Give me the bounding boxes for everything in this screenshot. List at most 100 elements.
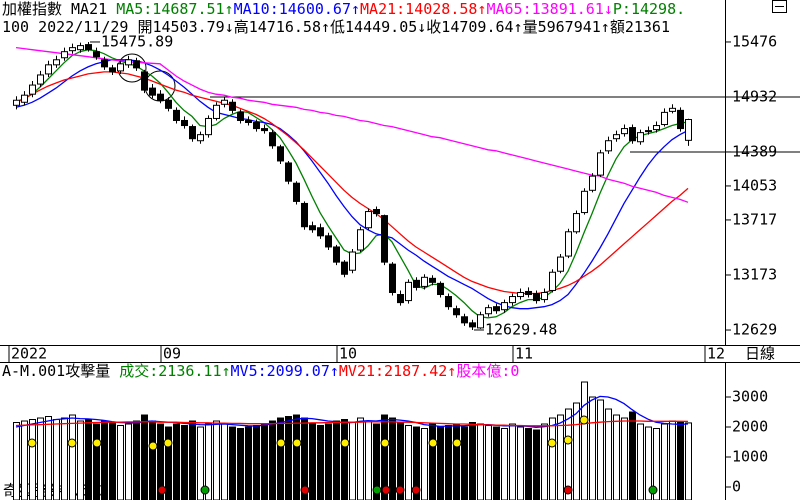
- candle-body: [405, 281, 412, 302]
- candle-body: [189, 126, 196, 140]
- candle-body: [581, 190, 588, 214]
- signal-dot: [395, 485, 405, 495]
- volume-bar: [93, 423, 100, 500]
- volume-bar: [173, 423, 180, 500]
- candle-body: [533, 292, 540, 302]
- volume-bar: [269, 420, 276, 500]
- candle-body: [509, 296, 516, 304]
- volume-bar: [221, 423, 228, 500]
- header-item: MA5:14687.51↑: [116, 0, 233, 18]
- volume-bar: [629, 411, 636, 500]
- candle-body: [77, 45, 84, 51]
- candle-body: [373, 209, 380, 215]
- volume-bar: [389, 417, 396, 500]
- volume-bar: [509, 423, 516, 500]
- candle-body: [349, 251, 356, 271]
- candle-body: [501, 302, 508, 311]
- volume-bar: [613, 414, 620, 500]
- volume-bar: [517, 426, 524, 500]
- volume-bar: [109, 422, 116, 500]
- volume-bar: [413, 426, 420, 500]
- candle-body: [13, 99, 20, 106]
- volume-bar: [445, 425, 452, 500]
- volume-bar: [525, 428, 532, 500]
- candle-body: [293, 182, 300, 202]
- signal-dot: [27, 438, 37, 448]
- candle-body: [461, 316, 468, 324]
- signal-dot: [452, 438, 462, 448]
- volume-bar: [533, 429, 540, 500]
- candle-body: [101, 59, 108, 68]
- volume-bar: [501, 428, 508, 500]
- volume-bar: [365, 420, 372, 500]
- signal-dot: [163, 438, 173, 448]
- volume-bar: [45, 416, 52, 500]
- candle-body: [429, 277, 436, 283]
- candle-body: [677, 109, 684, 130]
- volume-bar: [581, 381, 588, 500]
- volume-bar: [125, 423, 132, 500]
- candle-body: [413, 279, 420, 288]
- volume-bar: [421, 428, 428, 500]
- period-label: 日線: [745, 345, 775, 363]
- volume-bar: [437, 426, 444, 500]
- volume-bar: [205, 423, 212, 500]
- volume-bar: [85, 419, 92, 500]
- candle-body: [541, 291, 548, 301]
- volume-bar: [309, 423, 316, 500]
- volume-bar: [645, 426, 652, 500]
- x-tick-label: 09: [163, 345, 181, 363]
- candle-body: [605, 140, 612, 152]
- candle-body: [85, 44, 92, 51]
- candle-body: [213, 104, 220, 119]
- header-item: MV5:2099.07↑: [231, 362, 339, 380]
- x-tick-label: 2022: [11, 345, 47, 363]
- signal-dot: [200, 485, 210, 495]
- y-tick-label: 13173: [732, 265, 777, 283]
- candle-body: [37, 74, 44, 85]
- y-tick-label: 15476: [732, 32, 777, 50]
- signal-dot: [92, 438, 102, 448]
- candle-body: [629, 127, 636, 142]
- candle-body: [397, 294, 404, 304]
- header-item: 100 2022/11/29 開14503.79↓高14716.58↑低1444…: [2, 18, 670, 36]
- candle-body: [621, 128, 628, 135]
- candle-body: [477, 314, 484, 329]
- candle-body: [525, 290, 532, 296]
- volume-bar: [429, 423, 436, 500]
- volume-bar: [357, 417, 364, 500]
- volume-bar: [333, 420, 340, 500]
- signal-dot: [340, 438, 350, 448]
- candle-body: [269, 132, 276, 147]
- volume-bar: [485, 425, 492, 500]
- candle-body: [181, 119, 188, 127]
- x-tick-label: 10: [339, 345, 357, 363]
- volume-bar: [61, 417, 68, 500]
- y-tick-label: 14389: [732, 142, 777, 160]
- volume-average-line: [15, 420, 689, 427]
- signal-dot: [381, 485, 391, 495]
- volume-bar: [453, 423, 460, 500]
- candle-body: [197, 134, 204, 142]
- y-tick-label: 1000: [732, 448, 768, 466]
- signal-dot: [648, 485, 658, 495]
- volume-bar: [349, 422, 356, 500]
- volume-bar: [133, 420, 140, 500]
- x-tick-label: 12: [707, 345, 725, 363]
- volume-bar: [477, 423, 484, 500]
- candle-body: [133, 60, 140, 69]
- volume-bar: [461, 426, 468, 500]
- volume-bar: [21, 420, 28, 500]
- y-tick-label: 3000: [732, 388, 768, 406]
- header-item: MA65:13891.61↓: [486, 0, 612, 18]
- volume-bar: [237, 428, 244, 500]
- volume-bar: [597, 399, 604, 500]
- volume-bar: [373, 423, 380, 500]
- signal-dot: [380, 438, 390, 448]
- candle-body: [517, 291, 524, 298]
- candle-body: [485, 307, 492, 315]
- header-item: 成交:2136.11↑: [119, 362, 230, 380]
- volume-bar: [37, 417, 44, 500]
